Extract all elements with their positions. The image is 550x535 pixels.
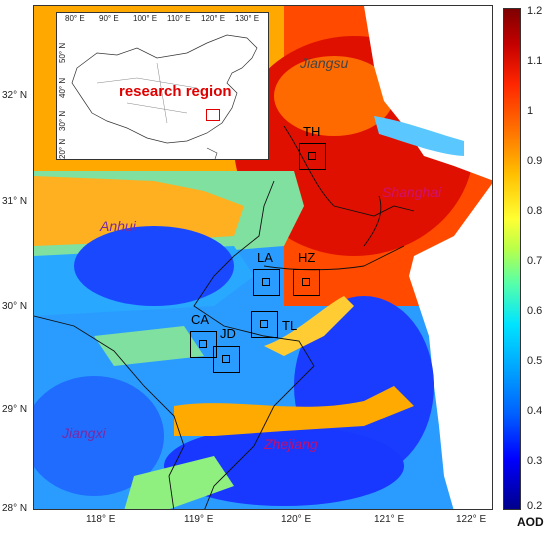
site-label-th: TH bbox=[303, 124, 321, 139]
lat-label-32: 32° N bbox=[2, 90, 28, 101]
lat-label-30: 30° N bbox=[2, 301, 28, 312]
inset-lon-tick: 130° E bbox=[235, 14, 260, 23]
site-marker-th bbox=[299, 143, 326, 170]
lat-label-28: 28° N bbox=[2, 503, 28, 514]
inset-lon-tick: 80° E bbox=[65, 14, 85, 23]
site-label-ca: CA bbox=[191, 312, 210, 327]
site-marker-la bbox=[253, 269, 280, 296]
province-label-zhejiang: Zhejiang bbox=[264, 436, 318, 452]
inset-lon-tick: 100° E bbox=[133, 14, 158, 23]
site-label-hz: HZ bbox=[298, 250, 316, 265]
province-label-shanghai: Shanghai bbox=[382, 184, 442, 200]
china-outline bbox=[71, 34, 258, 160]
colorbar-tick: 0.9 bbox=[527, 155, 543, 167]
colorbar-tick: 0.6 bbox=[527, 305, 543, 317]
colorbar-tick: 0.3 bbox=[527, 455, 543, 467]
province-label-anhui: Anhui bbox=[100, 218, 136, 234]
lat-label-31: 31° N bbox=[2, 196, 28, 207]
site-marker-tl bbox=[251, 311, 278, 338]
colorbar-tick: 1.1 bbox=[527, 55, 543, 67]
research-region-label: research region bbox=[119, 83, 232, 100]
province-label-jiangxi: Jiangxi bbox=[62, 425, 106, 441]
province-label-jiangsu: Jiangsu bbox=[300, 55, 349, 71]
colorbar-title: AOD bbox=[517, 515, 544, 529]
aod-colorbar bbox=[503, 8, 521, 510]
inset-lon-tick: 110° E bbox=[167, 14, 191, 23]
site-label-tl: TL bbox=[282, 318, 298, 333]
inset-lon-tick: 120° E bbox=[201, 14, 226, 23]
inset-map: 80° E 90° E 100° E 110° E 120° E 130° E … bbox=[56, 12, 269, 160]
lon-label-120: 120° E bbox=[281, 514, 312, 525]
lon-label-122: 122° E bbox=[456, 514, 487, 525]
site-label-jd: JD bbox=[220, 326, 236, 341]
colorbar-tick: 0.4 bbox=[527, 405, 543, 417]
colorbar-tick: 0.8 bbox=[527, 205, 543, 217]
inset-lon-tick: 90° E bbox=[99, 14, 119, 23]
lon-label-118: 118° E bbox=[86, 514, 116, 525]
site-label-la: LA bbox=[257, 250, 273, 265]
colorbar-tick: 1 bbox=[527, 105, 534, 117]
lon-label-121: 121° E bbox=[374, 514, 405, 525]
colorbar-tick: 0.5 bbox=[527, 355, 543, 367]
site-marker-hz bbox=[293, 269, 320, 296]
colorbar-tick: 0.2 bbox=[527, 500, 543, 512]
site-marker-ca bbox=[190, 331, 217, 358]
lon-label-119: 119° E bbox=[184, 514, 214, 525]
lat-label-29: 29° N bbox=[2, 404, 28, 415]
colorbar-tick: 1.2 bbox=[527, 5, 543, 17]
research-region-box bbox=[206, 109, 220, 121]
site-marker-jd bbox=[213, 346, 240, 373]
colorbar-tick: 0.7 bbox=[527, 255, 543, 267]
